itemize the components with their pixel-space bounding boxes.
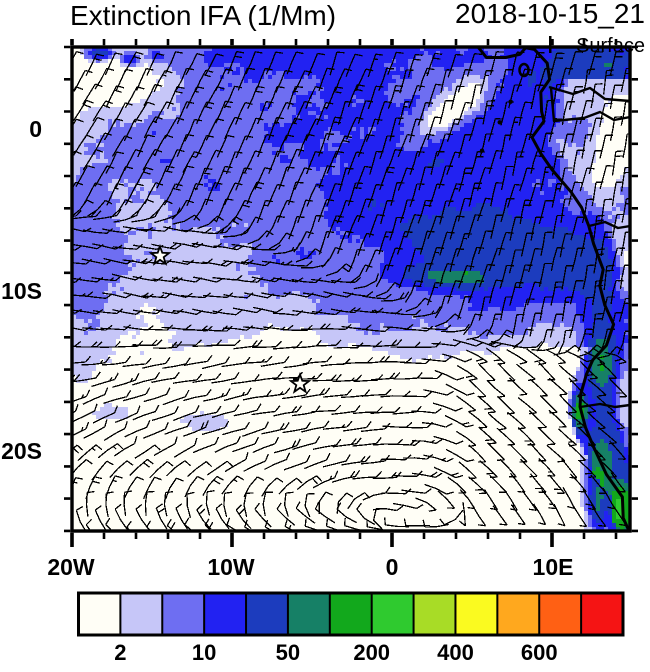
svg-text:Extinction IFA (1/Mm): Extinction IFA (1/Mm) xyxy=(70,0,336,31)
svg-text:10W: 10W xyxy=(207,554,255,580)
svg-text:10S: 10S xyxy=(1,278,42,304)
svg-text:2018-10-15_21: 2018-10-15_21 xyxy=(455,0,645,29)
svg-text:2: 2 xyxy=(114,640,126,665)
svg-text:10E: 10E xyxy=(533,554,574,580)
svg-text:600: 600 xyxy=(521,640,558,665)
svg-text:400: 400 xyxy=(437,640,474,665)
svg-text:0: 0 xyxy=(386,554,399,580)
svg-text:Surface: Surface xyxy=(576,35,645,57)
svg-text:20S: 20S xyxy=(1,438,42,464)
svg-text:10: 10 xyxy=(192,640,216,665)
svg-text:20W: 20W xyxy=(47,554,95,580)
svg-text:200: 200 xyxy=(353,640,390,665)
svg-text:50: 50 xyxy=(276,640,300,665)
svg-text:0: 0 xyxy=(29,116,42,142)
